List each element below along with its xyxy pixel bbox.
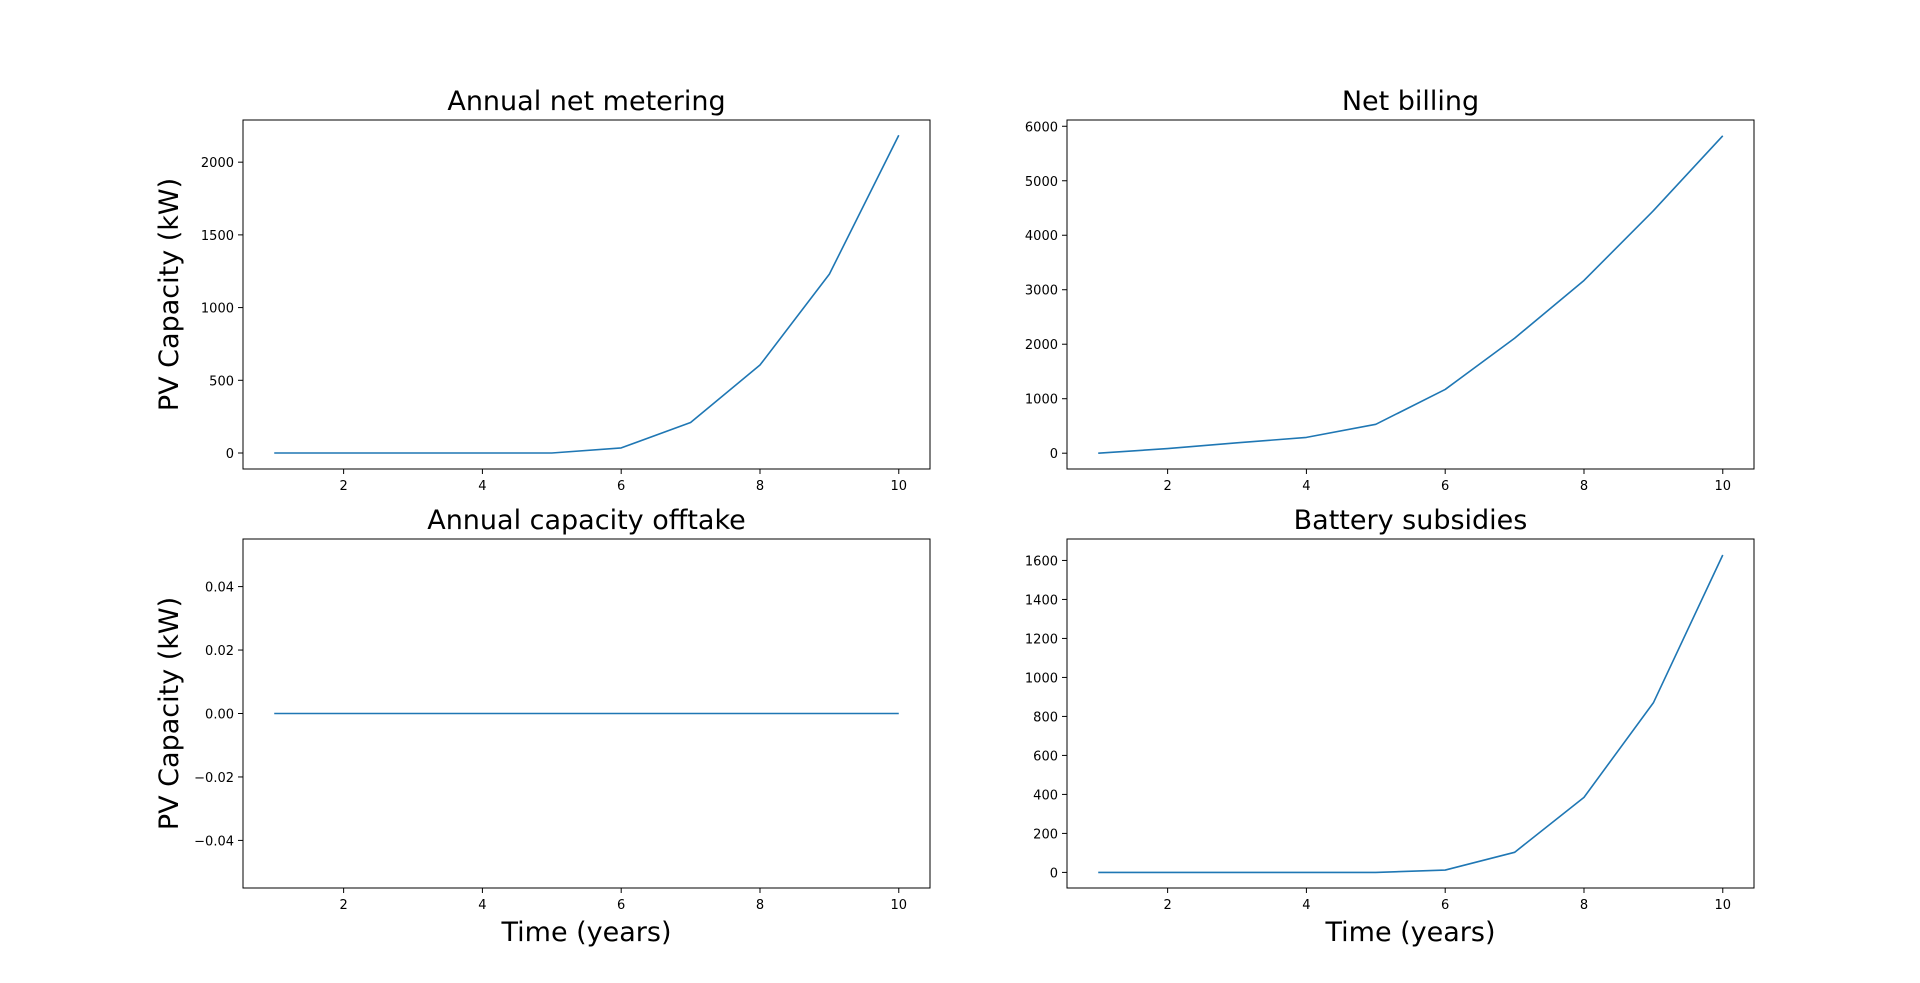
x-tick-label: 10: [890, 479, 907, 494]
x-tick-label: 10: [1714, 898, 1731, 913]
y-axis-label: PV Capacity (kW): [154, 178, 185, 411]
y-tick-label: 1400: [1025, 593, 1058, 608]
y-tick-label: 0: [1050, 866, 1058, 881]
x-tick-label: 4: [1302, 479, 1310, 494]
y-axis-label: PV Capacity (kW): [154, 597, 185, 830]
chart-panel-2: 2 4 6 8 10 0 1000 2000 3000 4000 5000 6000 Net billi…: [1025, 86, 1755, 494]
series-line-1: [274, 134, 900, 454]
y-tick-label: 1000: [1025, 393, 1058, 408]
x-tick-label: 6: [617, 479, 625, 494]
chart-panel-4: 2 4 6 8 10 0 200 400 600 800 1000 1200 1400 1600 Batte…: [1025, 505, 1755, 948]
y-tick-label: 3000: [1025, 284, 1058, 299]
y-tick-label: 4000: [1025, 229, 1058, 244]
y-tick-label: 0.04: [205, 581, 234, 596]
x-tick-label: 2: [1163, 898, 1171, 913]
y-tick-label: 6000: [1025, 120, 1058, 135]
y-tick-label: 0: [226, 447, 234, 462]
y-tick-label: 0.02: [205, 644, 234, 659]
x-tick-label: 6: [1441, 898, 1449, 913]
series-line-1: [1098, 135, 1724, 454]
y-tick-label: 1500: [201, 229, 234, 244]
x-tick-label: 6: [1441, 479, 1449, 494]
x-tick-label: 2: [339, 898, 347, 913]
plot-area-frame: [1066, 538, 1755, 889]
x-tick-label: 4: [478, 898, 486, 913]
x-tick-label: 8: [1580, 479, 1588, 494]
y-tick-label: 1000: [1025, 671, 1058, 686]
chart-title: Battery subsidies: [1294, 505, 1528, 536]
y-tick-label: −0.02: [194, 771, 234, 786]
x-tick-label: 4: [1302, 898, 1310, 913]
x-tick-label: 2: [1163, 479, 1171, 494]
x-tick-label: 10: [1714, 479, 1731, 494]
y-tick-label: 500: [209, 374, 234, 389]
y-tick-label: 800: [1033, 710, 1058, 725]
chart-title: Annual capacity offtake: [427, 505, 746, 536]
x-tick-label: 6: [617, 898, 625, 913]
x-tick-label: 8: [1580, 898, 1588, 913]
y-tick-label: 0: [1050, 447, 1058, 462]
x-tick-label: 8: [756, 898, 764, 913]
x-tick-label: 4: [478, 479, 486, 494]
y-tick-label: 5000: [1025, 175, 1058, 190]
x-axis-label: Time (years): [1324, 917, 1495, 948]
y-tick-label: 600: [1033, 749, 1058, 764]
y-tick-label: −0.04: [194, 834, 234, 849]
series-line-1: [1098, 554, 1724, 874]
y-tick-label: 1600: [1025, 554, 1058, 569]
chart-title: Net billing: [1342, 86, 1479, 117]
plot-area-frame: [1066, 119, 1755, 470]
chart-title: Annual net metering: [447, 86, 725, 117]
y-tick-label: 200: [1033, 827, 1058, 842]
x-tick-label: 2: [339, 479, 347, 494]
x-axis-label: Time (years): [500, 917, 671, 948]
y-tick-label: 2000: [1025, 338, 1058, 353]
plot-area-frame: [242, 119, 931, 470]
chart-panel-3: 2 4 6 8 10 −0.04 −0.02 0.00 0.02 0.04 Annual capac…: [154, 505, 931, 948]
y-tick-label: 0.00: [205, 708, 234, 723]
x-tick-label: 10: [890, 898, 907, 913]
y-tick-label: 1200: [1025, 632, 1058, 647]
y-tick-label: 2000: [201, 156, 234, 171]
y-tick-label: 1000: [201, 302, 234, 317]
y-tick-label: 400: [1033, 788, 1058, 803]
chart-panel-1: 2 4 6 8 10 0 500 1000 1500 2000 Annual net meterin…: [154, 86, 931, 494]
x-tick-label: 8: [756, 479, 764, 494]
